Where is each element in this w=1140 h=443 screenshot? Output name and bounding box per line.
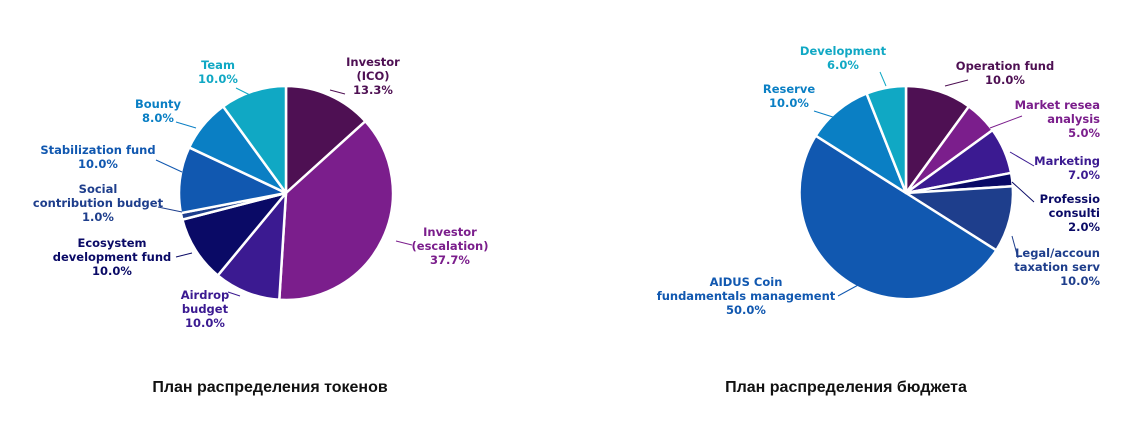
pie-1-leader-7 [879,71,887,87]
pie-0-label-5: Stabilization fund 10.0% [40,143,155,171]
pie-1-label-7: Development 6.0% [800,44,887,72]
pie-1-slice-7 [865,84,908,195]
pie-0-leader-6 [175,121,197,129]
pie-1-leader-2 [1009,151,1035,167]
pie-1-leader-5 [837,283,861,297]
pie-1-leader-4 [1011,235,1019,259]
pie-1-leader-0 [944,79,969,87]
pie-1-label-5: AIDUS Coin fundamentals management 50.0% [657,275,836,317]
pie-0-slice-1 [278,119,395,302]
pie-1-label-0: Operation fund 10.0% [956,59,1054,87]
pie-1-label-2: Marketing 7.0% [1034,154,1100,182]
pie-1-leader-1 [989,115,1023,129]
pie-0-leader-7 [235,87,253,97]
pie-1-leader-6 [813,110,837,119]
pie-0-leader-2 [227,291,241,297]
pie-0-leader-4 [157,206,183,213]
pie-0-label-0: Investor (ICO) 13.3% [346,55,400,97]
pie-0-label-1: Investor (escalation) 37.7% [412,225,489,267]
pie-0-leader-5 [155,159,183,173]
pie-0-label-2: Airdrop budget 10.0% [181,288,230,330]
pie-1-leader-3 [1011,181,1035,203]
pie-0-leader-3 [175,252,193,258]
pie-0-slice-7 [221,84,288,195]
pie-0-label-6: Bounty 8.0% [135,97,182,125]
pie-0-label-3: Ecosystem development fund 10.0% [53,236,171,278]
pie-1-slice-5 [798,134,998,301]
pie-1-label-6: Reserve 10.0% [763,82,815,110]
pie-0-leader-1 [395,240,413,246]
chart-title-budget: План распределения бюджета [725,379,967,396]
pie-0-slice-0 [284,84,367,195]
pie-1-label-3: Professio consulti 2.0% [1040,192,1101,234]
pie-0-leader-0 [329,89,346,95]
pie-1-label-4: Legal/accoun taxation serv 10.0% [1014,246,1100,288]
pie-0-label-4: Social contribution budget 1.0% [33,182,164,224]
pie-0-label-7: Team 10.0% [198,58,238,86]
chart-title-tokens: План распределения токенов [152,379,388,396]
pie-1-label-1: Market resea analysis 5.0% [1015,98,1101,140]
